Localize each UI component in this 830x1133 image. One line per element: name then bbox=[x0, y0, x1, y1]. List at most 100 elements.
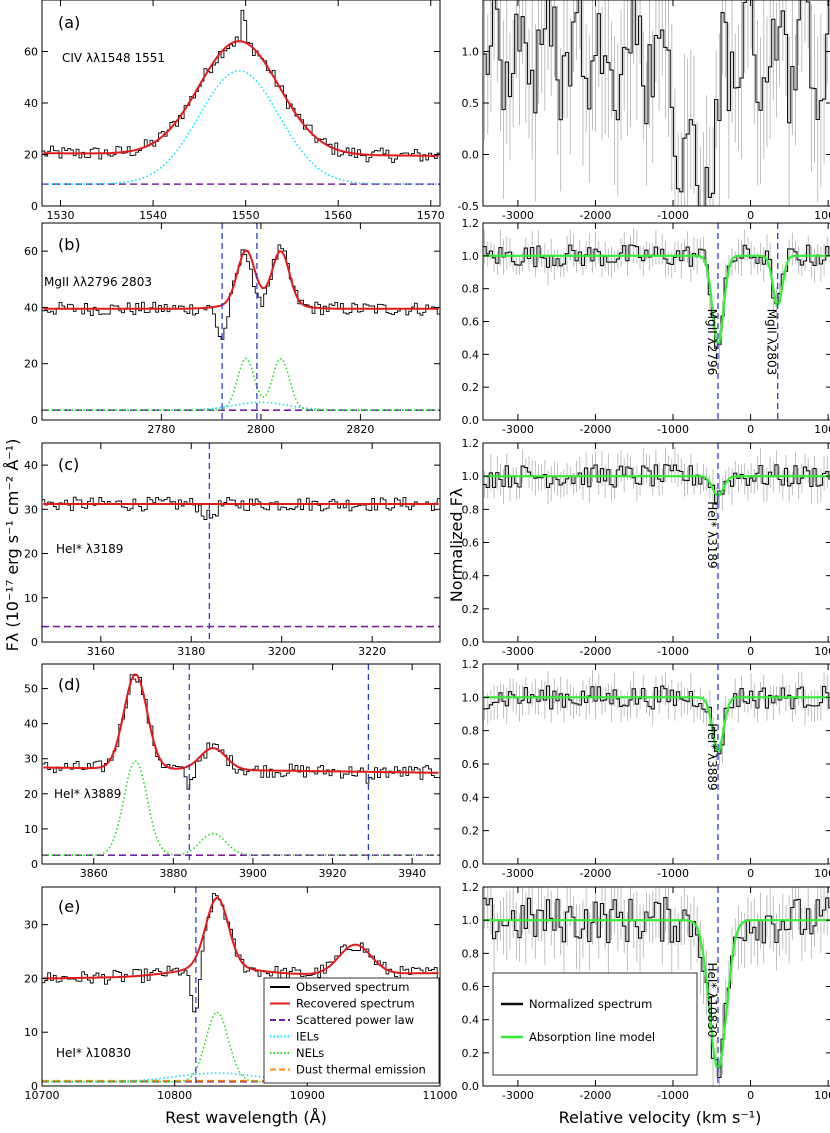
x-tick-label: -3000 bbox=[502, 645, 534, 658]
y-tick-label: 1.0 bbox=[462, 914, 480, 927]
y-tick-label: 0.2 bbox=[462, 1047, 480, 1060]
observed-spectrum bbox=[42, 674, 440, 790]
left-panel-c: 3160 3180 3200 3220 0 10 20 30 40 (c) HeI* λ3189 bbox=[24, 442, 441, 658]
plot-frame bbox=[41, 886, 441, 1087]
x-tick-label: 1530 bbox=[47, 209, 75, 222]
x-tick-label: 3180 bbox=[177, 645, 205, 658]
panel-contents bbox=[483, 887, 830, 1086]
y-tick-label: 50 bbox=[24, 683, 38, 696]
nels-component bbox=[43, 357, 439, 411]
panel-contents bbox=[42, 223, 440, 420]
x-tick-label: 3220 bbox=[358, 645, 386, 658]
legend-item-label: Scattered power law bbox=[296, 1013, 414, 1027]
left-panel-a: 1530 1540 1550 1560 1570 0 20 40 60 (a) CIV λλ1548… bbox=[24, 0, 445, 222]
x-tick-label: 1000 bbox=[814, 867, 830, 880]
line-label: HeI* λ10830 bbox=[56, 1046, 131, 1060]
left-panel-b: 2780 2800 2820 0 20 40 60 (b) MgII λλ2796 2803 bbox=[24, 222, 441, 436]
iels-component bbox=[43, 401, 439, 411]
y-tick-label: 0.4 bbox=[462, 348, 480, 361]
legend-item-label: Absorption line model bbox=[529, 1030, 655, 1044]
y-tick-label: 0.8 bbox=[462, 947, 480, 960]
y-tick-label: 0.0 bbox=[462, 149, 480, 162]
y-tick-label: 0 bbox=[31, 858, 38, 871]
legend-item-label: IELs bbox=[296, 1030, 319, 1044]
y-tick-label: 40 bbox=[24, 97, 38, 110]
panel-contents bbox=[483, 223, 830, 420]
panel-contents bbox=[483, 0, 830, 206]
x-tick-label: 3200 bbox=[268, 645, 296, 658]
x-axis-title-left: Rest wavelength (Å) bbox=[165, 1108, 327, 1127]
x-tick-label: 3920 bbox=[319, 867, 347, 880]
y-tick-label: 1.2 bbox=[462, 881, 480, 894]
recovered-spectrum bbox=[43, 40, 439, 157]
right-panel-c: -3000 -2000 -1000 0 1000 0.0 0.2 0.4 0.6 0.8 1.0 1.… bbox=[462, 437, 830, 658]
absorption-line-model bbox=[484, 919, 830, 1070]
y-tick-label: 0.4 bbox=[462, 1014, 480, 1027]
absorption-label: HeI* λ3889 bbox=[705, 723, 719, 790]
right-panel-d: -3000 -2000 -1000 0 1000 0.0 0.2 0.4 0.6 0.8 1.0 1.… bbox=[462, 658, 830, 880]
panel-label: (d) bbox=[58, 675, 81, 694]
recovered-spectrum bbox=[43, 673, 439, 774]
absorption-label: MgII λ2803 bbox=[765, 309, 779, 376]
panel-contents bbox=[42, 443, 440, 642]
x-tick-label: -2000 bbox=[579, 867, 611, 880]
x-tick-label: 2820 bbox=[346, 423, 374, 436]
normalized-spectrum bbox=[483, 244, 830, 349]
y-tick-label: 1.2 bbox=[462, 217, 480, 230]
panel-label: (e) bbox=[58, 897, 80, 916]
absorption-label: MgII λ2796 bbox=[705, 309, 719, 376]
y-tick-label: 0.6 bbox=[462, 537, 480, 550]
recovered-spectrum bbox=[43, 249, 439, 310]
y-tick-label: 0.6 bbox=[462, 316, 480, 329]
x-tick-label: 0 bbox=[747, 423, 754, 436]
y-tick-label: 60 bbox=[24, 245, 38, 258]
y-tick-label: 1.2 bbox=[462, 658, 480, 671]
y-tick-label: 0 bbox=[31, 200, 38, 213]
observed-spectrum bbox=[42, 496, 440, 520]
right-panel-b: -3000 -2000 -1000 0 1000 0.0 0.2 0.4 0.6 0.8 1.0 1.… bbox=[462, 217, 830, 436]
observed-spectrum bbox=[42, 244, 440, 340]
y-tick-label: 0.8 bbox=[462, 283, 480, 296]
y-tick-label: 0.0 bbox=[462, 414, 480, 427]
y-tick-label: 0.8 bbox=[462, 725, 480, 738]
x-tick-label: 1000 bbox=[814, 1089, 830, 1102]
y-tick-label: 0.4 bbox=[462, 570, 480, 583]
x-tick-label: -2000 bbox=[579, 209, 611, 222]
legend-left: Observed spectrum Recovered spectrum Scatt… bbox=[263, 977, 440, 1084]
line-label: HeI* λ3889 bbox=[54, 787, 121, 801]
x-tick-label: -1000 bbox=[657, 867, 689, 880]
legend-box bbox=[263, 977, 440, 1084]
y-tick-label: 0.0 bbox=[462, 636, 480, 649]
x-tick-label: 0 bbox=[747, 209, 754, 222]
right-panel-a: -3000 -2000 -1000 0 1000 -0.5 0.0 0.5 1.0 bbox=[458, 0, 830, 222]
observed-spectrum bbox=[42, 893, 440, 1013]
x-tick-label: 3880 bbox=[159, 867, 187, 880]
y-tick-label: 0.6 bbox=[462, 981, 480, 994]
x-tick-label: 11000 bbox=[423, 1089, 458, 1102]
y-tick-label: 40 bbox=[24, 301, 38, 314]
absorption-line-model bbox=[484, 475, 830, 497]
y-tick-label: 10 bbox=[24, 1026, 38, 1039]
y-tick-label: 0 bbox=[31, 414, 38, 427]
x-tick-label: 0 bbox=[747, 867, 754, 880]
x-tick-label: 3940 bbox=[398, 867, 426, 880]
y-tick-label: 1.2 bbox=[462, 437, 480, 450]
y-tick-label: 20 bbox=[24, 788, 38, 801]
panel-contents bbox=[42, 664, 440, 864]
x-tick-label: 1570 bbox=[417, 209, 445, 222]
y-tick-label: -0.5 bbox=[458, 200, 479, 213]
x-tick-label: 10700 bbox=[25, 1089, 60, 1102]
plot-frame bbox=[41, 663, 441, 865]
y-axis-title-left: Fλ (10⁻¹⁷ erg s⁻¹ cm⁻² Å⁻¹) bbox=[3, 439, 22, 652]
x-tick-label: 1000 bbox=[814, 645, 830, 658]
x-tick-label: 2780 bbox=[147, 423, 175, 436]
legend-item-label: NELs bbox=[296, 1046, 324, 1060]
x-tick-label: -3000 bbox=[502, 423, 534, 436]
y-tick-label: 40 bbox=[24, 459, 38, 472]
x-tick-label: 1000 bbox=[814, 423, 830, 436]
x-tick-label: -2000 bbox=[579, 1089, 611, 1102]
y-tick-label: 0.2 bbox=[462, 825, 480, 838]
legend-box bbox=[492, 972, 698, 1076]
x-tick-label: 1550 bbox=[232, 209, 260, 222]
